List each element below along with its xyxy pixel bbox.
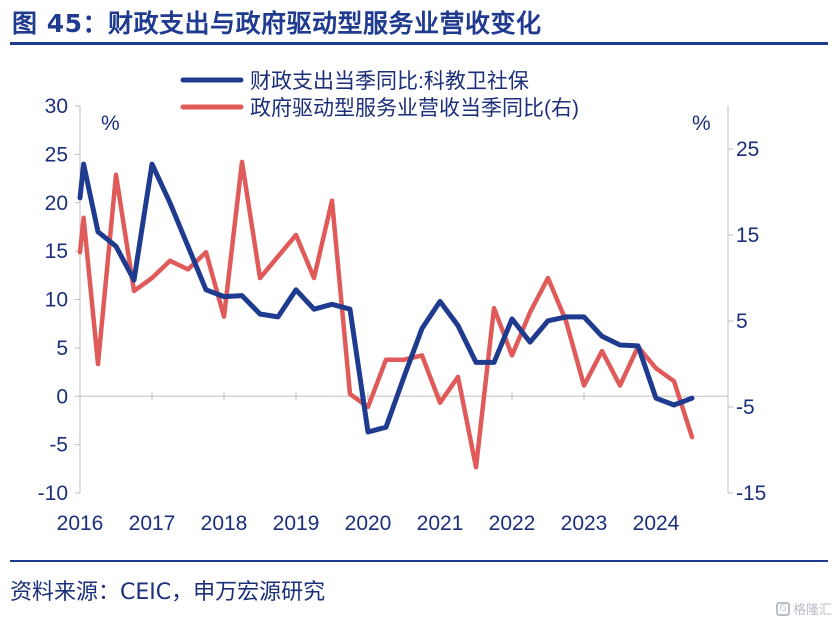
left-tick-label: -5 — [49, 434, 68, 457]
left-tick-label: 20 — [45, 192, 68, 215]
x-tick-label: 2021 — [417, 512, 464, 535]
watermark: G 格隆汇 — [775, 599, 832, 618]
legend-label-2: 政府驱动型服务业营收当季同比(右) — [250, 97, 579, 120]
right-tick-label: 5 — [736, 310, 748, 333]
x-tick-label: 2023 — [561, 512, 608, 535]
left-tick-label: -10 — [38, 482, 68, 505]
left-tick-label: 25 — [45, 143, 68, 166]
axes: -10 -5 0 5 10 15 20 25 30 -15 -5 5 15 25% % 2016 2017 201… — [38, 95, 767, 535]
left-tick-label: 30 — [45, 95, 68, 118]
right-unit-label: % — [692, 112, 711, 135]
watermark-logo-icon: G — [775, 601, 790, 616]
left-tick-label: 0 — [56, 385, 68, 408]
series-lines — [77, 159, 695, 470]
source-note: 资料来源：CEIC，申万宏源研究 — [10, 580, 326, 605]
right-tick-label: 25 — [736, 138, 759, 161]
x-tick-label: 2020 — [345, 512, 392, 535]
watermark-text: 格隆汇 — [792, 603, 832, 618]
title-rule — [10, 42, 828, 45]
x-tick-label: 2017 — [129, 512, 176, 535]
chart: -10 -5 0 5 10 15 20 25 30 -15 -5 5 15 25% % 2016 2017 201… — [38, 70, 767, 535]
x-tick-label: 2024 — [633, 512, 680, 535]
x-tick-label: 2022 — [489, 512, 536, 535]
left-tick-label: 10 — [45, 289, 68, 312]
left-tick-label: 5 — [56, 337, 68, 360]
series-line-2 — [77, 159, 695, 470]
legend-label-1: 财政支出当季同比:科教卫社保 — [250, 70, 529, 93]
footer-rule — [10, 560, 828, 562]
right-tick-label: -15 — [736, 482, 766, 505]
left-tick-label: 15 — [45, 240, 68, 263]
series-line-1 — [77, 161, 695, 435]
x-tick-label: 2018 — [201, 512, 248, 535]
right-tick-label: -5 — [736, 396, 755, 419]
left-unit-label: % — [101, 112, 120, 135]
right-tick-label: 15 — [736, 224, 759, 247]
x-tick-label: 2016 — [57, 512, 104, 535]
figure-title: 图 45：财政支出与政府驱动型服务业营收变化 — [12, 9, 542, 38]
x-tick-label: 2019 — [273, 512, 320, 535]
